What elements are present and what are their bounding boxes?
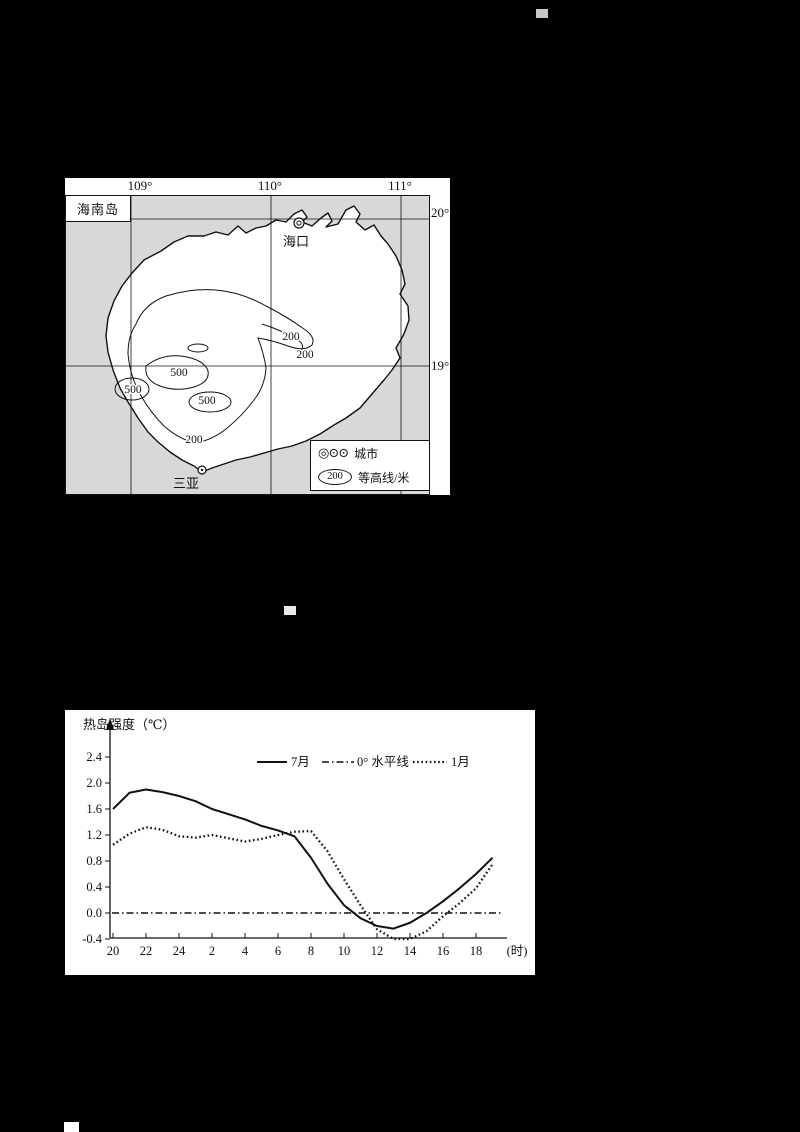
contour-label: 200 [185, 434, 203, 446]
y-tick-label: 2.4 [86, 750, 102, 764]
page-artifact-bottom [64, 1122, 79, 1132]
city-label-sanya: 三亚 [173, 476, 199, 491]
contour-label: 500 [198, 395, 216, 407]
contour-lines [114, 289, 314, 444]
y-tick-label: 0.8 [86, 854, 102, 868]
y-tick-label: 1.2 [86, 828, 102, 842]
hainan-map-svg: 200 200 500 500 500 200 海口 三亚 [66, 196, 429, 494]
contour-labels: 200 200 500 500 500 200 [123, 330, 316, 448]
page-artifact-top [536, 9, 548, 18]
chart-ylabel: 热岛强度（℃） [83, 717, 176, 732]
x-tick-label: 2 [209, 944, 215, 958]
contour-200-inner [261, 323, 304, 352]
contour-small-loop [187, 343, 209, 353]
contour-500-a [145, 355, 209, 390]
city-symbols-icon: ◎⊙⊙ [318, 445, 349, 460]
legend-label: 1月 [451, 755, 470, 769]
legend-contour-label: 等高线/米 [358, 470, 410, 485]
page-artifact-mid [284, 606, 296, 615]
contour-500-c [188, 391, 232, 413]
heat-island-chart-figure: 热岛强度（℃） 2.4 2.0 1.6 1.2 0.8 0.4 0.0 -0.4 20 22 24 2… [65, 710, 535, 975]
island-outline [105, 205, 410, 473]
x-tick-label: 24 [173, 944, 186, 958]
legend-row-cities: ◎⊙⊙ 城市 [311, 441, 429, 465]
contour-label: 500 [124, 384, 142, 396]
y-axis-arrow-icon [106, 718, 114, 730]
lat-label-20: 20° [431, 205, 450, 220]
x-tick-label: 14 [404, 944, 417, 958]
lon-label-110: 110° [257, 178, 283, 193]
lon-label-111: 111° [388, 178, 412, 193]
y-tick-label: 1.6 [86, 802, 102, 816]
legend-row-contour: 200 等高线/米 [311, 465, 429, 489]
series-line-1月 [112, 826, 494, 941]
x-tick-label: 10 [338, 944, 351, 958]
lon-label-109: 109° [127, 178, 153, 193]
x-tick-label: 12 [371, 944, 384, 958]
city-sanya: 三亚 [173, 465, 207, 491]
legend-label: 7月 [291, 755, 310, 769]
x-tick-label: 22 [140, 944, 153, 958]
contour-label: 500 [170, 367, 188, 379]
y-tick-label: 2.0 [86, 776, 102, 790]
lat-label-19: 19° [431, 358, 450, 373]
y-tick-label: -0.4 [82, 932, 103, 946]
legend-label: 0° 水平线 [357, 755, 409, 769]
y-tick-label: 0.4 [86, 880, 102, 894]
contour-200-main [127, 289, 314, 444]
map-legend: ◎⊙⊙ 城市 200 等高线/米 [310, 440, 430, 491]
series-line-7月 [112, 788, 494, 930]
map-title-box: 海南岛 [66, 196, 131, 222]
map-title: 海南岛 [76, 202, 119, 217]
x-unit-label: (时) [507, 944, 528, 958]
legend-cities-label: 城市 [354, 446, 379, 461]
x-tick-label: 6 [275, 944, 281, 958]
contour-sample-icon: 200 [318, 469, 352, 485]
contour-label: 200 [296, 349, 314, 361]
x-tick-label: 4 [242, 944, 249, 958]
heat-island-chart-svg: 2.42.01.61.20.80.40.0-0.420 22 24 2 4 6 8 10 12 1… [82, 718, 528, 958]
hainan-map-figure: 109° 110° 111° 20° 19° [65, 178, 450, 495]
x-tick-label: 8 [308, 944, 314, 958]
city-label-haikou: 海口 [283, 234, 309, 249]
x-tick-label: 16 [437, 944, 450, 958]
map-area: 200 200 500 500 500 200 海口 三亚 海南岛 [65, 195, 430, 495]
contour-500-b [114, 377, 150, 401]
city-haikou: 海口 [283, 217, 309, 249]
contour-label: 200 [282, 331, 300, 343]
y-tick-label: 0.0 [86, 906, 102, 920]
x-tick-label: 18 [470, 944, 483, 958]
x-tick-label: 20 [107, 944, 120, 958]
